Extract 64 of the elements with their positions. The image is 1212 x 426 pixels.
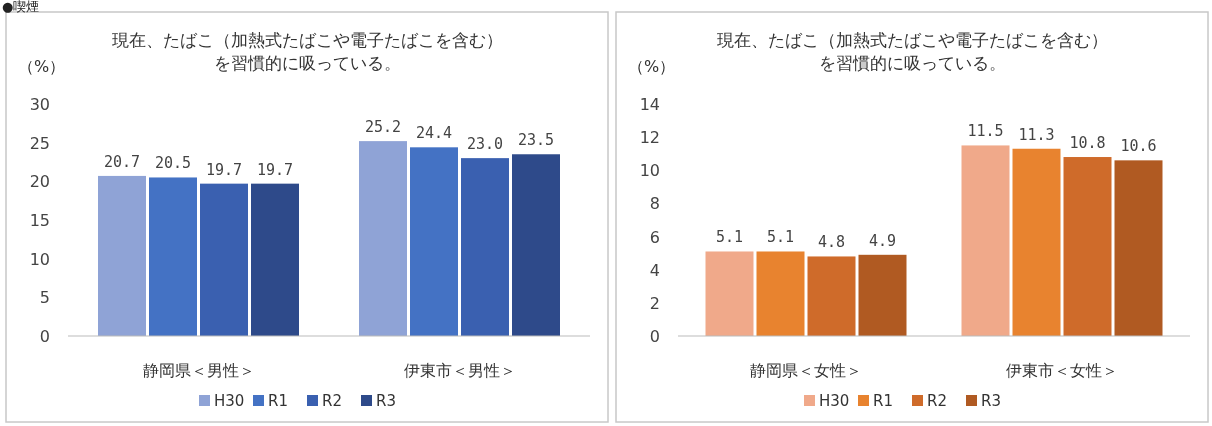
y-tick-label: 25 [29,133,50,153]
legend-label: R3 [376,392,396,410]
x-tick-label: 伊東市＜女性＞ [1006,361,1118,380]
data-label: 23.0 [466,135,504,154]
y-tick-label: 15 [29,211,50,230]
data-label: 4.8 [817,233,846,252]
data-label: 19.7 [205,160,243,179]
data-label: 10.8 [1069,134,1106,153]
legend-label: R1 [873,392,893,410]
y-tick-label: 5 [39,288,50,308]
bar [858,254,907,336]
text: ●喫煙 [2,0,40,14]
x-tick-label: 静岡県＜男性＞ [142,361,255,380]
bar [961,145,1010,336]
bar [512,154,560,336]
y-tick-label: 6 [649,227,660,247]
y-tick-label: 2 [649,293,660,313]
y-tick-label: 0 [39,327,50,346]
data-label: 10.6 [1120,137,1157,156]
bar [1063,157,1112,336]
x-tick-label: 静岡県＜女性＞ [750,361,862,380]
y-tick-label: 10 [29,249,50,269]
bar [705,251,754,336]
data-label: 19.7 [256,160,294,179]
bar [149,177,197,336]
bar [359,141,407,336]
data-label: 20.7 [103,152,141,171]
legend-label: R2 [322,392,342,410]
data-label: 25.2 [364,118,402,137]
y-tick-label: 14 [639,95,660,114]
data-label: 5.1 [715,228,744,247]
data-label: 4.9 [868,231,897,250]
legend-label: R2 [927,392,947,410]
y-axis-title: （%） [628,57,676,76]
bar [98,175,146,336]
bar [251,183,299,336]
legend-label: H30 [214,392,245,410]
y-axis-title: （%） [18,57,66,76]
data-label: 20.5 [154,154,192,173]
data-label: 11.3 [1018,125,1055,144]
bar [807,256,856,336]
bar [1114,160,1163,336]
bar [410,147,458,336]
chart-title: 現在、たばこ（加熱式たばこや電子たばこを含む）を習慣的に吸っている。 [111,30,503,73]
y-tick-label: 30 [29,95,50,114]
data-label: 23.5 [517,131,555,150]
bar [756,251,805,336]
chart-title: 現在、たばこ（加熱式たばこや電子たばこを含む）を習慣的に吸っている。 [716,30,1108,73]
data-label: 5.1 [766,228,795,247]
y-tick-label: 0 [649,327,660,346]
data-label: 11.5 [967,122,1004,141]
legend-label: R3 [981,392,1001,410]
x-tick-label: 伊東市＜男性＞ [403,361,516,380]
bar [1012,148,1061,336]
data-label: 24.4 [415,124,453,143]
legend-label: R1 [268,392,288,410]
bar [461,158,509,336]
legend-label: H30 [819,392,850,410]
y-tick-label: 4 [649,260,660,280]
y-tick-label: 10 [639,161,660,181]
bar [200,183,248,336]
y-tick-label: 12 [639,128,660,148]
y-tick-label: 20 [29,172,50,192]
y-tick-label: 8 [649,194,660,214]
